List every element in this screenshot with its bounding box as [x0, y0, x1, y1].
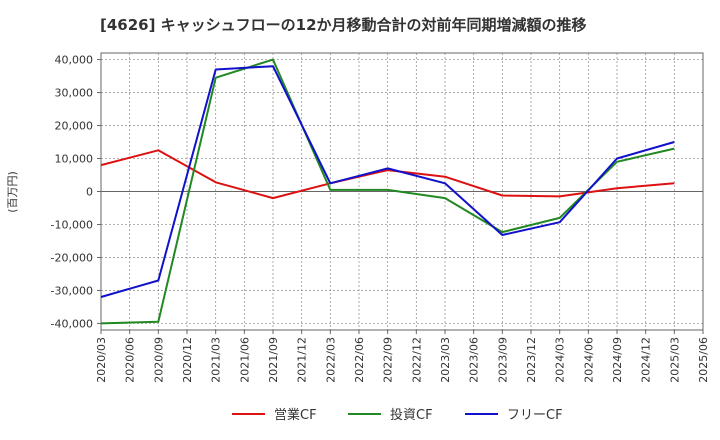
x-tick-label: 2022/12: [410, 337, 423, 383]
y-tick-label: 30,000: [55, 87, 94, 100]
x-tick-label: 2020/09: [152, 337, 165, 383]
y-tick-label: -10,000: [51, 218, 93, 231]
chart-title: [4626] キャッシュフローの12か月移動合計の対前年同期増減額の推移: [100, 16, 587, 34]
x-tick-label: 2020/12: [181, 337, 194, 383]
x-tick-label: 2022/09: [382, 337, 395, 383]
series-line: [100, 65, 675, 298]
x-tick-label: 2023/03: [439, 337, 452, 383]
x-tick-label: 2023/09: [496, 337, 509, 383]
y-tick-label: 40,000: [55, 54, 94, 67]
y-ticks: 40,000 30,000 20,000 10,000 0 -10,000 -20,000 -…: [51, 54, 101, 330]
y-tick-label: 10,000: [55, 153, 94, 166]
x-tick-label: 2025/06: [697, 337, 710, 383]
series-layer: [100, 58, 675, 325]
y-tick-label: -20,000: [51, 251, 93, 264]
y-tick-label: 0: [86, 186, 93, 199]
series-line: [100, 58, 675, 325]
y-axis-label: (百万円): [6, 171, 19, 213]
x-tick-label: 2021/06: [238, 337, 251, 383]
legend-label: 投資CF: [390, 407, 433, 423]
x-ticks: 2020/03 2020/06 2020/09 2020/12 2021/03 2021/…: [95, 330, 710, 383]
x-tick-label: 2025/03: [668, 337, 681, 383]
x-tick-label: 2023/06: [468, 337, 481, 383]
legend-label: 営業CF: [274, 407, 317, 423]
x-tick-label: 2022/03: [324, 337, 337, 383]
x-tick-label: 2023/12: [525, 337, 538, 383]
x-tick-label: 2024/12: [640, 337, 653, 383]
x-tick-label: 2024/03: [554, 337, 567, 383]
y-tick-label: -30,000: [51, 284, 93, 297]
x-tick-label: 2020/03: [95, 337, 108, 383]
y-tick-label: 20,000: [55, 120, 94, 133]
x-tick-label: 2021/03: [210, 337, 223, 383]
series-line: [100, 149, 675, 200]
y-tick-label: -40,000: [51, 317, 93, 330]
x-tick-label: 2024/06: [582, 337, 595, 383]
x-tick-label: 2021/09: [267, 337, 280, 383]
x-tick-label: 2020/06: [124, 337, 137, 383]
legend: 営業CF 投資CF フリーCF: [232, 407, 563, 423]
legend-label: フリーCF: [507, 408, 563, 423]
x-tick-label: 2024/09: [611, 337, 624, 383]
x-tick-label: 2021/12: [296, 337, 309, 383]
x-tick-label: 2022/06: [353, 337, 366, 383]
